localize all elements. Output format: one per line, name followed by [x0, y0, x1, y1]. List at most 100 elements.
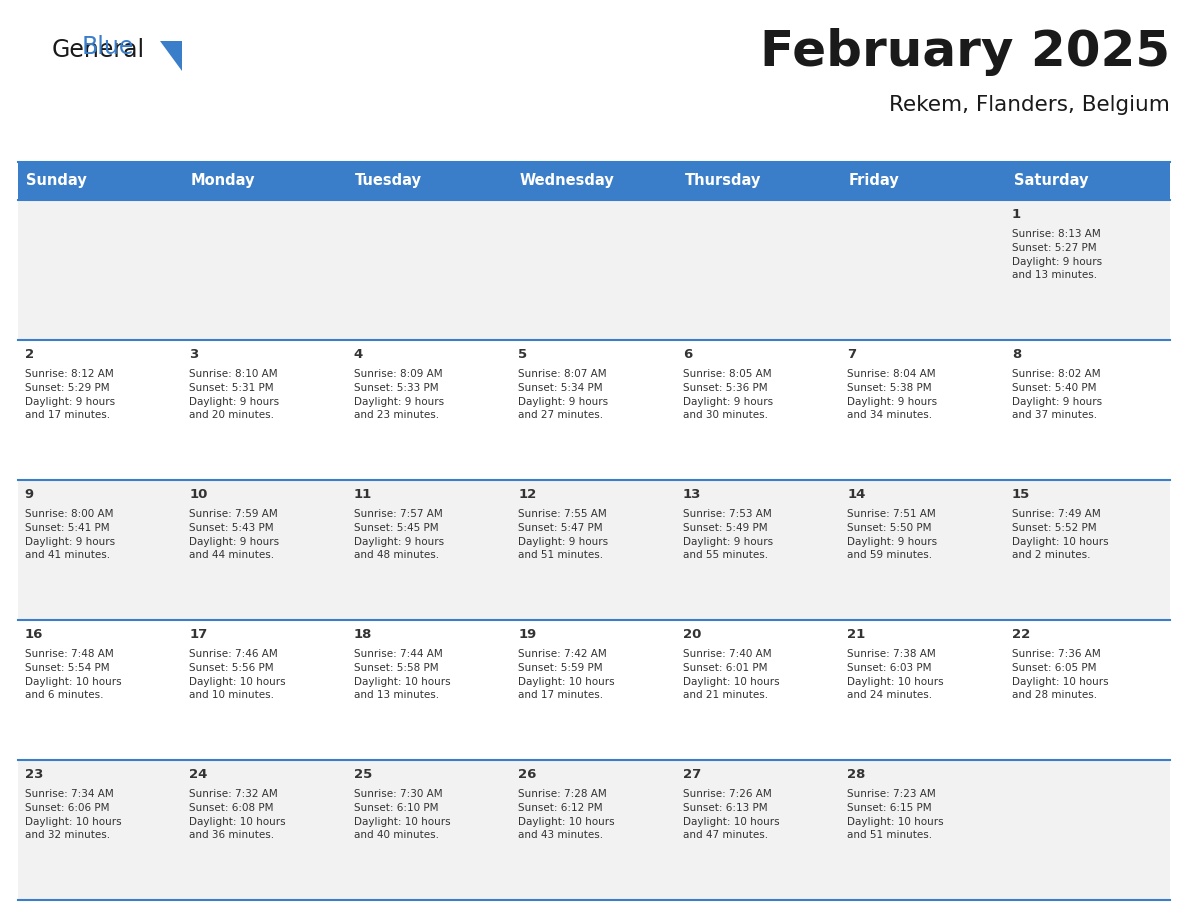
Text: 17: 17	[189, 629, 208, 642]
Bar	[18, 480, 183, 620]
Text: 14: 14	[847, 488, 866, 501]
Bar	[512, 620, 676, 760]
Text: 12: 12	[518, 488, 537, 501]
Bar	[512, 760, 676, 900]
Text: Sunrise: 7:23 AM
Sunset: 6:15 PM
Daylight: 10 hours
and 51 minutes.: Sunrise: 7:23 AM Sunset: 6:15 PM Dayligh…	[847, 789, 944, 840]
Bar	[512, 340, 676, 480]
Bar	[183, 200, 347, 340]
Text: Friday: Friday	[849, 174, 899, 188]
Text: 24: 24	[189, 768, 208, 781]
Text: 11: 11	[354, 488, 372, 501]
Text: 6: 6	[683, 349, 693, 362]
Text: Sunrise: 7:28 AM
Sunset: 6:12 PM
Daylight: 10 hours
and 43 minutes.: Sunrise: 7:28 AM Sunset: 6:12 PM Dayligh…	[518, 789, 615, 840]
Text: Sunrise: 7:48 AM
Sunset: 5:54 PM
Daylight: 10 hours
and 6 minutes.: Sunrise: 7:48 AM Sunset: 5:54 PM Dayligh…	[25, 649, 121, 700]
Bar	[676, 162, 841, 200]
Text: 7: 7	[847, 349, 857, 362]
Text: 23: 23	[25, 768, 43, 781]
Bar	[18, 620, 183, 760]
Text: Sunrise: 7:55 AM
Sunset: 5:47 PM
Daylight: 9 hours
and 51 minutes.: Sunrise: 7:55 AM Sunset: 5:47 PM Dayligh…	[518, 509, 608, 560]
Bar	[841, 340, 1005, 480]
Text: 21: 21	[847, 629, 866, 642]
Text: 9: 9	[25, 488, 33, 501]
Bar	[347, 760, 512, 900]
Text: Sunrise: 8:02 AM
Sunset: 5:40 PM
Daylight: 9 hours
and 37 minutes.: Sunrise: 8:02 AM Sunset: 5:40 PM Dayligh…	[1012, 369, 1102, 420]
Bar	[512, 162, 676, 200]
Text: 25: 25	[354, 768, 372, 781]
Text: 4: 4	[354, 349, 364, 362]
Text: Sunrise: 8:09 AM
Sunset: 5:33 PM
Daylight: 9 hours
and 23 minutes.: Sunrise: 8:09 AM Sunset: 5:33 PM Dayligh…	[354, 369, 444, 420]
Text: 3: 3	[189, 349, 198, 362]
Bar	[841, 620, 1005, 760]
Text: Monday: Monday	[191, 174, 255, 188]
Bar	[676, 200, 841, 340]
Text: Sunrise: 7:42 AM
Sunset: 5:59 PM
Daylight: 10 hours
and 17 minutes.: Sunrise: 7:42 AM Sunset: 5:59 PM Dayligh…	[518, 649, 615, 700]
Bar	[512, 200, 676, 340]
Bar	[18, 340, 183, 480]
Text: Sunrise: 7:46 AM
Sunset: 5:56 PM
Daylight: 10 hours
and 10 minutes.: Sunrise: 7:46 AM Sunset: 5:56 PM Dayligh…	[189, 649, 286, 700]
Bar	[183, 340, 347, 480]
Text: Sunrise: 8:05 AM
Sunset: 5:36 PM
Daylight: 9 hours
and 30 minutes.: Sunrise: 8:05 AM Sunset: 5:36 PM Dayligh…	[683, 369, 773, 420]
Text: General: General	[52, 38, 145, 62]
Text: Sunrise: 7:44 AM
Sunset: 5:58 PM
Daylight: 10 hours
and 13 minutes.: Sunrise: 7:44 AM Sunset: 5:58 PM Dayligh…	[354, 649, 450, 700]
Text: Sunrise: 7:53 AM
Sunset: 5:49 PM
Daylight: 9 hours
and 55 minutes.: Sunrise: 7:53 AM Sunset: 5:49 PM Dayligh…	[683, 509, 773, 560]
Bar	[1005, 480, 1170, 620]
Text: Sunrise: 7:30 AM
Sunset: 6:10 PM
Daylight: 10 hours
and 40 minutes.: Sunrise: 7:30 AM Sunset: 6:10 PM Dayligh…	[354, 789, 450, 840]
Text: Rekem, Flanders, Belgium: Rekem, Flanders, Belgium	[889, 95, 1170, 115]
Text: Wednesday: Wednesday	[520, 174, 614, 188]
Bar	[347, 620, 512, 760]
Bar	[183, 480, 347, 620]
Bar	[347, 340, 512, 480]
Text: Sunrise: 7:51 AM
Sunset: 5:50 PM
Daylight: 9 hours
and 59 minutes.: Sunrise: 7:51 AM Sunset: 5:50 PM Dayligh…	[847, 509, 937, 560]
Text: 16: 16	[25, 629, 43, 642]
Text: 15: 15	[1012, 488, 1030, 501]
Bar	[347, 200, 512, 340]
Text: Sunrise: 7:59 AM
Sunset: 5:43 PM
Daylight: 9 hours
and 44 minutes.: Sunrise: 7:59 AM Sunset: 5:43 PM Dayligh…	[189, 509, 279, 560]
Text: Sunrise: 8:12 AM
Sunset: 5:29 PM
Daylight: 9 hours
and 17 minutes.: Sunrise: 8:12 AM Sunset: 5:29 PM Dayligh…	[25, 369, 115, 420]
Bar	[1005, 760, 1170, 900]
Text: Sunrise: 8:00 AM
Sunset: 5:41 PM
Daylight: 9 hours
and 41 minutes.: Sunrise: 8:00 AM Sunset: 5:41 PM Dayligh…	[25, 509, 115, 560]
Text: Saturday: Saturday	[1013, 174, 1088, 188]
Text: 27: 27	[683, 768, 701, 781]
Bar	[183, 620, 347, 760]
Text: Sunrise: 7:40 AM
Sunset: 6:01 PM
Daylight: 10 hours
and 21 minutes.: Sunrise: 7:40 AM Sunset: 6:01 PM Dayligh…	[683, 649, 779, 700]
Text: Sunrise: 8:13 AM
Sunset: 5:27 PM
Daylight: 9 hours
and 13 minutes.: Sunrise: 8:13 AM Sunset: 5:27 PM Dayligh…	[1012, 230, 1102, 280]
Text: Sunrise: 8:07 AM
Sunset: 5:34 PM
Daylight: 9 hours
and 27 minutes.: Sunrise: 8:07 AM Sunset: 5:34 PM Dayligh…	[518, 369, 608, 420]
Text: 18: 18	[354, 629, 372, 642]
Text: 10: 10	[189, 488, 208, 501]
Text: Sunrise: 7:32 AM
Sunset: 6:08 PM
Daylight: 10 hours
and 36 minutes.: Sunrise: 7:32 AM Sunset: 6:08 PM Dayligh…	[189, 789, 286, 840]
Bar	[676, 480, 841, 620]
Text: Sunrise: 7:26 AM
Sunset: 6:13 PM
Daylight: 10 hours
and 47 minutes.: Sunrise: 7:26 AM Sunset: 6:13 PM Dayligh…	[683, 789, 779, 840]
Bar	[183, 760, 347, 900]
Bar	[18, 162, 183, 200]
Bar	[347, 480, 512, 620]
Text: 8: 8	[1012, 349, 1022, 362]
Text: 20: 20	[683, 629, 701, 642]
Bar	[841, 480, 1005, 620]
Text: 13: 13	[683, 488, 701, 501]
Bar	[1005, 620, 1170, 760]
Text: Thursday: Thursday	[684, 174, 760, 188]
Text: Tuesday: Tuesday	[355, 174, 423, 188]
Text: February 2025: February 2025	[760, 28, 1170, 76]
Bar	[1005, 162, 1170, 200]
Text: Sunday: Sunday	[26, 174, 87, 188]
Polygon shape	[160, 41, 182, 71]
Text: 28: 28	[847, 768, 866, 781]
Text: 2: 2	[25, 349, 33, 362]
Text: Sunrise: 7:34 AM
Sunset: 6:06 PM
Daylight: 10 hours
and 32 minutes.: Sunrise: 7:34 AM Sunset: 6:06 PM Dayligh…	[25, 789, 121, 840]
Bar	[183, 162, 347, 200]
Bar	[841, 162, 1005, 200]
Text: 1: 1	[1012, 208, 1022, 221]
Bar	[676, 340, 841, 480]
Bar	[1005, 200, 1170, 340]
Text: 5: 5	[518, 349, 527, 362]
Text: Sunrise: 8:10 AM
Sunset: 5:31 PM
Daylight: 9 hours
and 20 minutes.: Sunrise: 8:10 AM Sunset: 5:31 PM Dayligh…	[189, 369, 279, 420]
Bar	[512, 480, 676, 620]
Text: Sunrise: 7:57 AM
Sunset: 5:45 PM
Daylight: 9 hours
and 48 minutes.: Sunrise: 7:57 AM Sunset: 5:45 PM Dayligh…	[354, 509, 444, 560]
Text: 22: 22	[1012, 629, 1030, 642]
Text: 26: 26	[518, 768, 537, 781]
Bar	[841, 760, 1005, 900]
Bar	[1005, 340, 1170, 480]
Bar	[347, 162, 512, 200]
Text: Sunrise: 8:04 AM
Sunset: 5:38 PM
Daylight: 9 hours
and 34 minutes.: Sunrise: 8:04 AM Sunset: 5:38 PM Dayligh…	[847, 369, 937, 420]
